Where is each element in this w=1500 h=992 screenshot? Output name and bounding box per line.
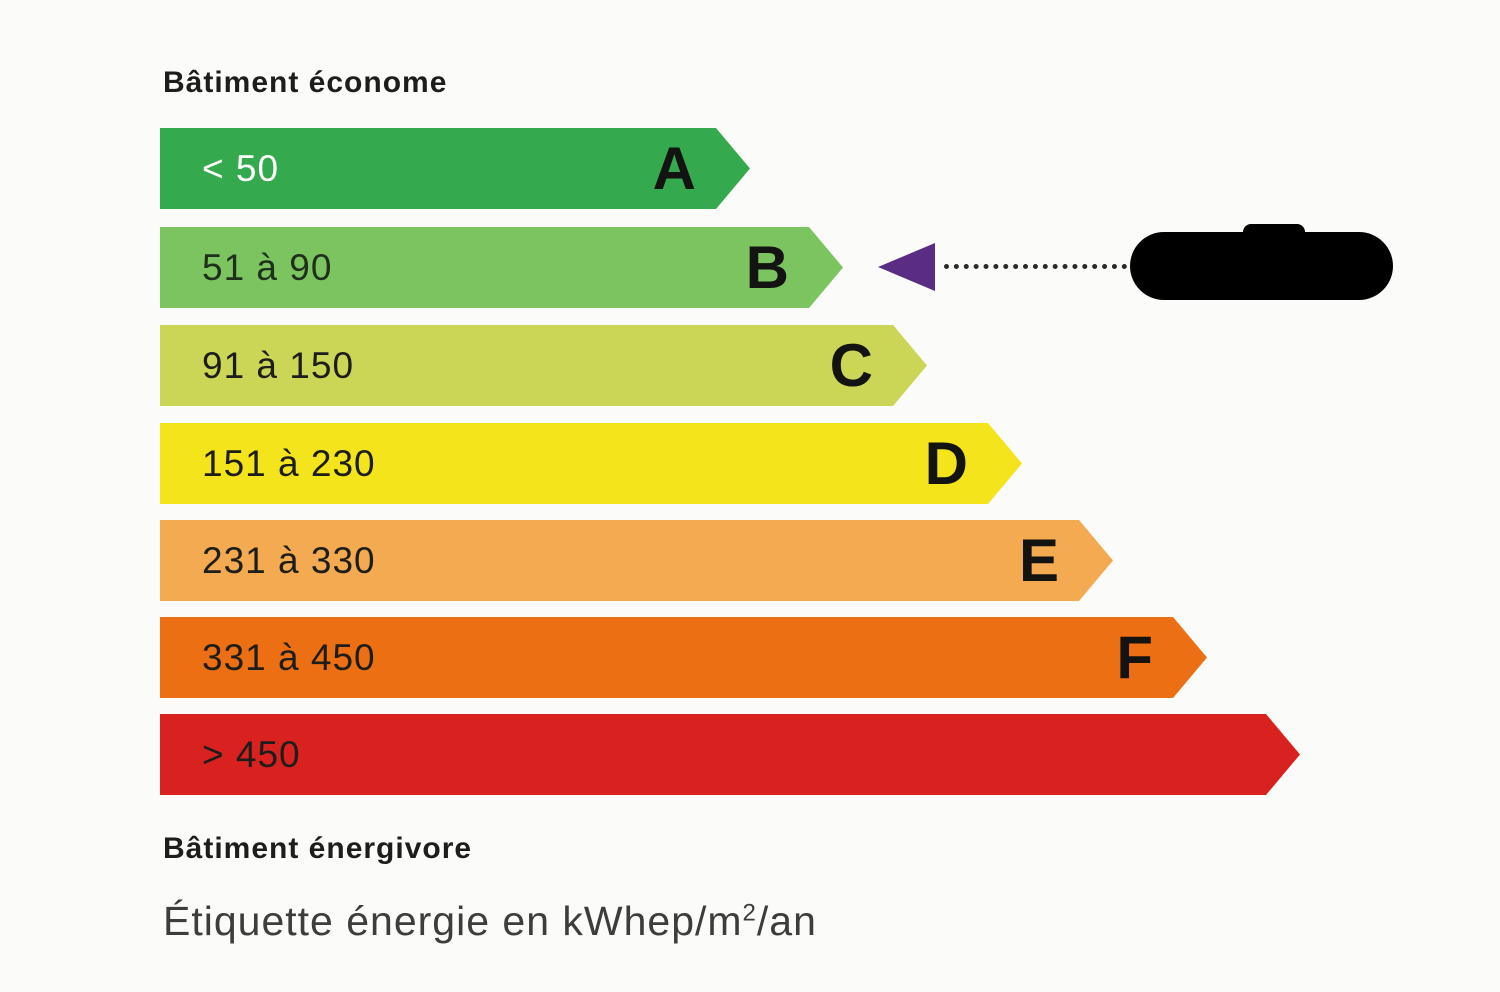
energy-range-label: 151 à 230 bbox=[202, 442, 376, 484]
energy-range-label: 91 à 150 bbox=[202, 344, 355, 386]
energy-class-letter: F bbox=[1116, 624, 1153, 691]
left-arrow-indicator-icon bbox=[878, 243, 935, 291]
energy-range-label: 51 à 90 bbox=[202, 246, 333, 288]
bottom-scale-label: Bâtiment énergivore bbox=[163, 832, 473, 865]
energy-class-letter: C bbox=[829, 332, 873, 399]
energy-class-bar-b: 51 à 90 B bbox=[160, 227, 843, 308]
energy-class-bar-c: 91 à 150 C bbox=[160, 325, 927, 406]
energy-class-bar-e: 231 à 330 E bbox=[160, 520, 1113, 601]
energy-range-label: < 50 bbox=[202, 147, 280, 189]
energy-class-letter: D bbox=[924, 430, 968, 497]
caption-prefix: Étiquette énergie en kWhep/m bbox=[163, 898, 743, 944]
caption-suffix: /an bbox=[756, 898, 817, 944]
energy-class-bar-d: 151 à 230 D bbox=[160, 423, 1022, 504]
energy-range-label: 231 à 330 bbox=[202, 539, 376, 581]
caption-superscript: 2 bbox=[742, 899, 757, 927]
redacted-value-blob bbox=[1130, 232, 1393, 300]
energy-range-label: 331 à 450 bbox=[202, 636, 376, 678]
energy-class-bar-a: < 50 A bbox=[160, 128, 750, 209]
energy-class-letter: E bbox=[1018, 527, 1059, 594]
energy-class-letter: A bbox=[652, 135, 696, 202]
energy-caption: Étiquette énergie en kWhep/m2/an bbox=[163, 898, 817, 945]
energy-class-bar-g: > 450 bbox=[160, 714, 1300, 795]
energy-class-bar-f: 331 à 450 F bbox=[160, 617, 1207, 698]
top-scale-label: Bâtiment économe bbox=[163, 66, 448, 99]
energy-range-label: > 450 bbox=[202, 733, 301, 775]
energy-class-letter: B bbox=[745, 234, 789, 301]
dotted-leader-line bbox=[944, 264, 1127, 269]
